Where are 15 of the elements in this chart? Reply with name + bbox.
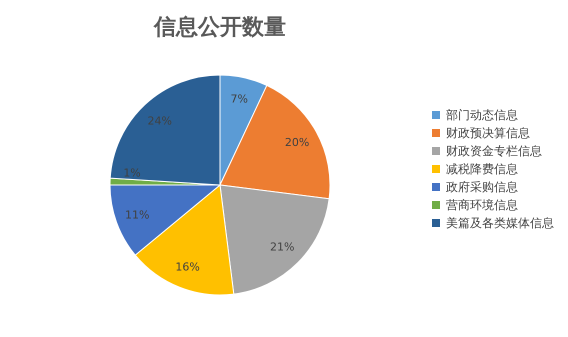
legend-label: 减税降费信息 [446,160,518,178]
legend-label: 营商环境信息 [446,196,518,214]
legend-label: 财政资金专栏信息 [446,142,542,160]
legend-label: 美篇及各类媒体信息 [446,214,554,232]
data-label: 11% [124,208,150,222]
legend-label: 部门动态信息 [446,106,518,124]
data-label: 24% [148,114,172,128]
data-label: 16% [175,260,200,274]
legend-label: 财政预决算信息 [446,124,530,142]
data-label: 7% [230,92,248,106]
data-label: 20% [284,136,310,150]
data-label: 21% [270,240,294,254]
chart-title: 信息公开数量 [152,14,287,42]
legend-label: 政府采购信息 [446,178,518,196]
data-label: 1% [123,166,141,180]
